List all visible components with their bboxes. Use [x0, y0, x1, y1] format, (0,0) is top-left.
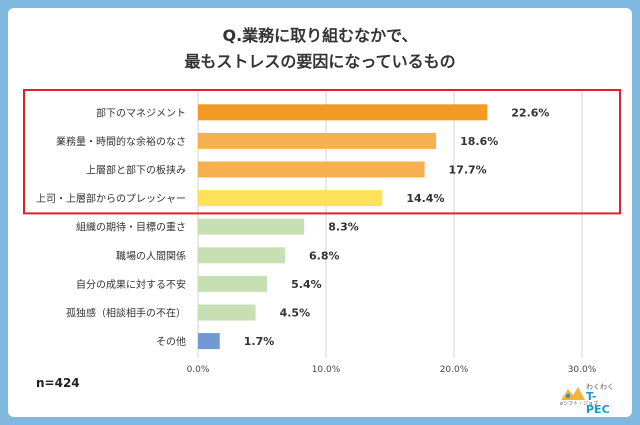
logo-main-text: T-PEC: [586, 390, 610, 416]
bar-5: [198, 247, 286, 264]
x-tick-label-2: 20.0%: [440, 365, 469, 375]
highlight-box: [23, 89, 621, 215]
chart-title-line-1: Q.業務に取り組むなかで、: [222, 26, 418, 45]
category-label-3: 上司・上層部からのプレッシャー: [36, 192, 186, 205]
logo-mountain-icon: [561, 387, 585, 400]
category-label-6: 自分の成果に対する不安: [76, 278, 186, 291]
sample-size-note: n=424: [36, 376, 80, 390]
category-label-2: 上層部と部下の板挟み: [86, 164, 186, 177]
value-label-2: 17.7%: [449, 164, 487, 177]
value-label-5: 6.8%: [309, 249, 340, 262]
value-label-3: 14.4%: [406, 192, 444, 205]
value-label-4: 8.3%: [328, 221, 359, 234]
category-label-4: 組織の期待・目標の重さ: [76, 221, 186, 234]
bar-8: [198, 333, 220, 350]
logo-sub-text: eシフト・ジョブ: [560, 401, 599, 407]
bar-7: [198, 304, 256, 321]
value-label-1: 18.6%: [460, 135, 498, 148]
category-label-5: 職場の人間関係: [116, 249, 186, 262]
value-label-8: 1.7%: [244, 335, 275, 348]
category-label-1: 業務量・時間的な余裕のなさ: [56, 135, 186, 148]
bar-3: [198, 190, 383, 207]
value-label-6: 5.4%: [291, 278, 322, 291]
bar-0: [198, 104, 488, 121]
x-tick-label-3: 30.0%: [568, 365, 597, 375]
bar-2: [198, 161, 425, 178]
category-label-0: 部下のマネジメント: [96, 106, 186, 119]
logo-top-text: わくわく: [586, 383, 614, 391]
value-label-0: 22.6%: [511, 106, 549, 119]
x-tick-label-1: 10.0%: [312, 365, 341, 375]
bar-1: [198, 132, 437, 149]
bar-6: [198, 275, 268, 292]
category-label-7: 孤独感（相談相手の不在）: [66, 307, 186, 320]
value-label-7: 4.5%: [280, 307, 311, 320]
category-label-8: その他: [156, 335, 186, 348]
x-tick-label-0: 0.0%: [187, 365, 210, 375]
tpec-logo: わくわく T-PEC eシフト・ジョブ: [560, 382, 620, 416]
bar-4: [198, 218, 305, 235]
chart-title-line-2: 最もストレスの要因になっているもの: [184, 52, 456, 71]
